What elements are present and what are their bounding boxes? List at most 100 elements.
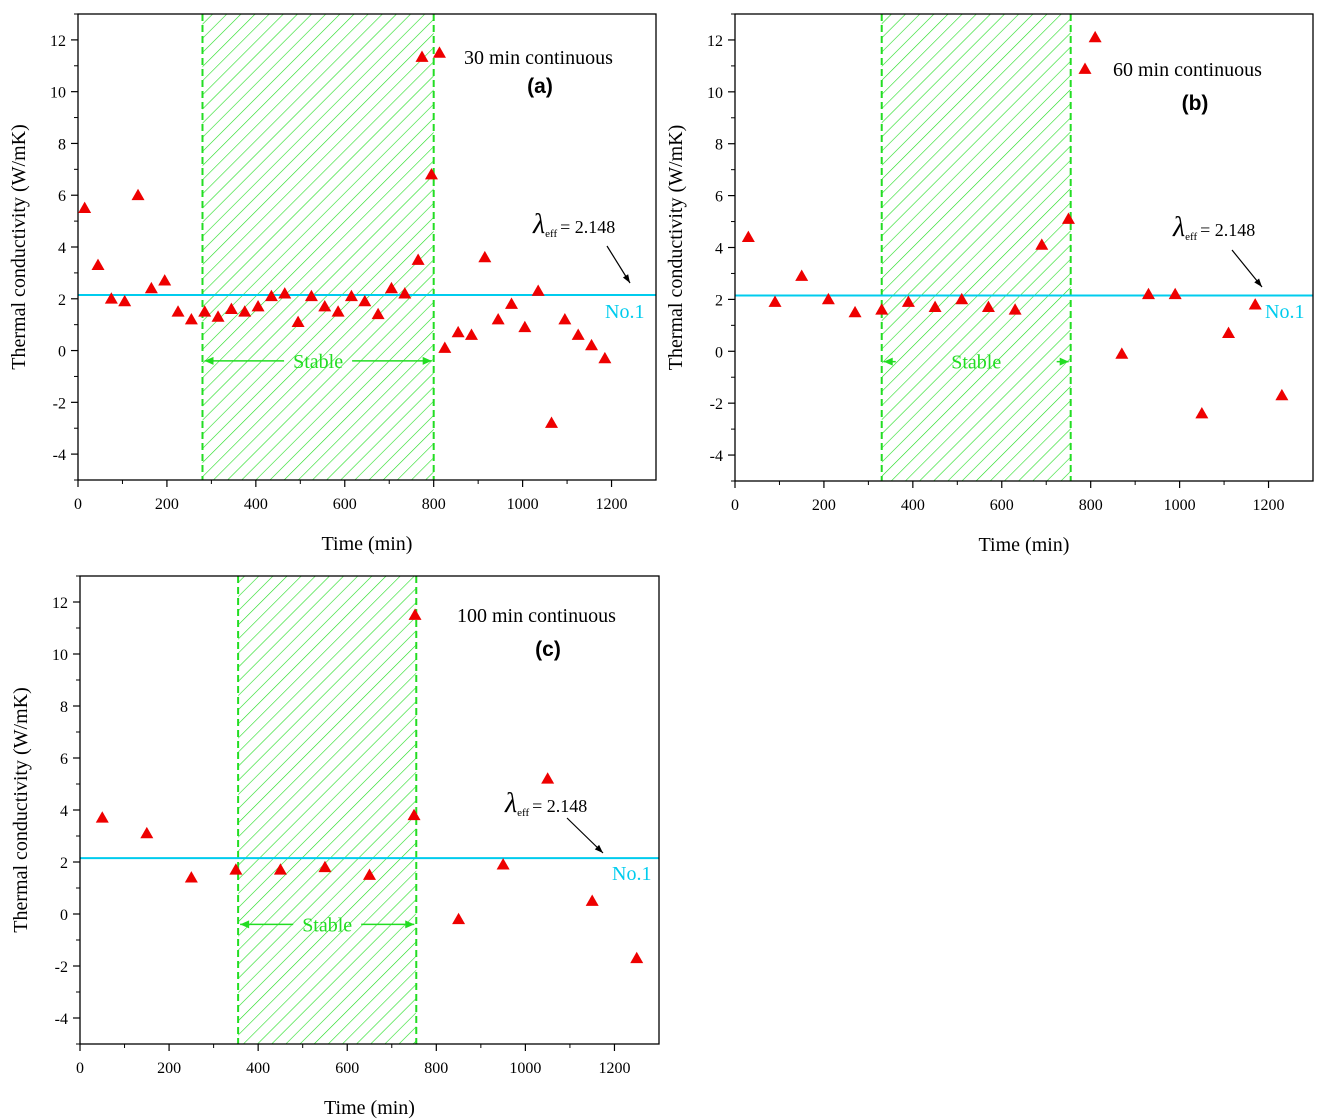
data-point: [585, 338, 599, 351]
x-tick-label: 600: [335, 1060, 359, 1077]
annotation-arrowhead: [622, 274, 630, 283]
y-tick-label: 10: [707, 85, 723, 102]
y-tick-label: 12: [52, 595, 68, 612]
annotation-arrowhead: [594, 844, 603, 853]
x-axis-title: Time (min): [979, 534, 1070, 556]
data-point: [273, 863, 287, 875]
y-tick-label: 0: [715, 344, 723, 361]
data-point: [1222, 326, 1236, 338]
y-tick-label: 6: [58, 188, 66, 205]
data-point: [331, 305, 345, 317]
data-point: [821, 292, 835, 305]
y-tick-label: -4: [55, 1011, 68, 1028]
data-point: [407, 808, 421, 821]
data-point: [95, 811, 109, 823]
x-tick-label: 0: [76, 1060, 84, 1077]
x-tick-label: 800: [1079, 497, 1103, 514]
y-tick-label: 4: [58, 240, 66, 257]
data-point: [1168, 287, 1182, 300]
data-point: [171, 305, 185, 317]
x-tick-label: 200: [155, 496, 179, 513]
data-point: [211, 310, 225, 322]
lambda-annotation: λeff = 2.148: [504, 788, 587, 819]
y-tick-label: 12: [707, 33, 723, 50]
data-point: [78, 201, 92, 214]
x-tick-label: 800: [422, 496, 446, 513]
data-point: [901, 295, 915, 307]
legend-label: 60 min continuous: [1113, 59, 1262, 81]
panel-a: Stable 0 200 400 600 800 1000 1200 -4 -2 0 2 4 6 8 10 12…: [8, 13, 657, 555]
stable-arrowhead-right: [405, 920, 415, 929]
data-point: [630, 951, 644, 964]
data-point: [104, 292, 118, 304]
legend-marker: [1078, 62, 1092, 74]
data-point: [451, 325, 465, 338]
data-point: [875, 303, 889, 315]
data-point: [848, 305, 862, 318]
stable-arrowhead-left: [883, 357, 893, 366]
x-tick-label: 600: [990, 497, 1014, 514]
data-point: [318, 300, 332, 312]
data-point: [358, 294, 372, 307]
y-tick-label: 0: [58, 344, 66, 361]
data-point: [304, 289, 318, 302]
data-point: [384, 281, 398, 294]
lambda-annotation: λeff = 2.148: [532, 209, 615, 240]
data-point: [118, 294, 132, 307]
y-tick-label: -4: [710, 448, 723, 465]
panel-c: Stable 0 200 400 600 800 1000 1200 -4 -2 0 2 4 6 8 10 12…: [10, 575, 660, 1119]
x-tick-label: 600: [333, 496, 357, 513]
x-tick-label: 400: [246, 1060, 270, 1077]
panel-letter: (a): [527, 75, 553, 98]
data-point: [558, 312, 572, 325]
x-tick-label: 200: [157, 1060, 181, 1077]
data-point: [1115, 347, 1129, 359]
x-tick-label: 400: [244, 496, 268, 513]
data-point: [541, 772, 555, 784]
stable-region: [238, 576, 417, 1044]
y-tick-label: 2: [58, 292, 66, 309]
data-point: [452, 912, 466, 925]
data-point: [184, 871, 198, 883]
data-point: [505, 297, 518, 309]
stable-arrowhead-left: [240, 920, 250, 929]
y-tick-label: 6: [60, 751, 68, 768]
x-tick-label: 1000: [509, 1060, 541, 1077]
stable-arrowhead-left: [204, 356, 214, 365]
data-point: [598, 351, 612, 364]
y-tick-label: 0: [60, 907, 68, 924]
y-tick-label: 8: [58, 136, 66, 153]
data-point: [251, 300, 265, 312]
x-tick-label: 400: [901, 497, 925, 514]
data-point: [291, 315, 305, 327]
data-point: [491, 312, 505, 325]
data-point: [545, 416, 559, 428]
data-point: [91, 258, 105, 270]
stable-label: Stable: [951, 352, 1001, 374]
y-tick-label: 6: [715, 189, 723, 206]
data-point: [198, 305, 212, 317]
x-axis-title: Time (min): [324, 1097, 415, 1119]
stable-arrowhead-right: [1059, 357, 1069, 366]
y-axis-title: Thermal conductivity (W/mK): [8, 124, 30, 369]
data-point: [1061, 212, 1075, 224]
x-tick-label: 1000: [1164, 497, 1196, 514]
data-point: [318, 860, 332, 873]
reference-line-label: No.1: [605, 301, 644, 323]
x-tick-label: 1000: [507, 496, 539, 513]
data-point: [398, 287, 412, 299]
panel-b: Stable 0 200 400 600 800 1000 1200 -4 -2 0 2 4 6 8 10 12…: [665, 13, 1314, 556]
annotation-arrowhead: [1254, 278, 1262, 287]
y-tick-label: 2: [60, 855, 68, 872]
y-tick-label: 4: [60, 803, 68, 820]
stable-region: [202, 14, 434, 480]
y-tick-label: 10: [50, 85, 66, 102]
data-point: [224, 302, 238, 315]
x-tick-label: 1200: [596, 496, 628, 513]
y-tick-label: 4: [715, 241, 723, 258]
reference-line-label: No.1: [612, 863, 651, 885]
y-tick-label: 10: [52, 647, 68, 664]
data-point: [411, 253, 425, 265]
legend-label: 100 min continuous: [457, 605, 616, 627]
